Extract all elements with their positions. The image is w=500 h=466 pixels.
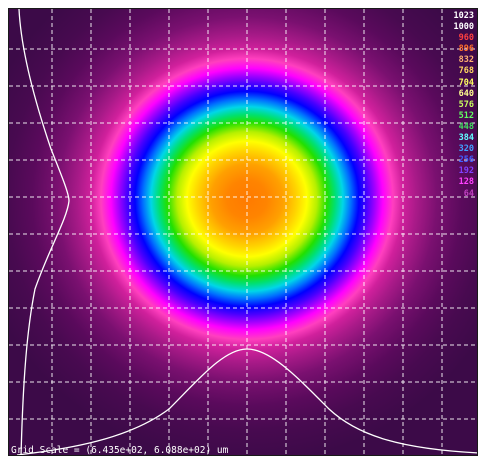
legend-entry: 448: [458, 121, 474, 132]
legend-entry: 576: [458, 99, 474, 110]
legend-entry: 128: [458, 177, 474, 188]
grid-overlay: [9, 9, 477, 455]
legend-entry: 512: [458, 110, 474, 121]
legend-entry: 1000: [453, 22, 474, 33]
intensity-legend: 1023 1000 960 896 832 768 704 640 576 51…: [444, 11, 474, 200]
legend-entry: 256: [458, 155, 474, 166]
legend-entry: 832: [458, 55, 474, 66]
beam-intensity-image: 1023 1000 960 896 832 768 704 640 576 51…: [8, 8, 478, 456]
legend-entry: 64: [463, 188, 474, 199]
profile-overlay: [16, 9, 477, 455]
legend-entry: 960: [458, 33, 474, 44]
horizontal-profile-curve: [16, 348, 477, 455]
legend-entry: 192: [458, 166, 474, 177]
legend-entry: 320: [458, 144, 474, 155]
legend-entry: 768: [458, 66, 474, 77]
legend-entry: 384: [458, 133, 474, 144]
grid-scale-caption: Grid Scale = (6.435e+02, 6.088e+02) um: [11, 445, 229, 456]
legend-entry: 1023: [453, 11, 474, 21]
legend-entry: 640: [458, 88, 474, 99]
vertical-profile-curve: [18, 9, 70, 455]
legend-entry: 704: [458, 77, 474, 88]
legend-entry: 896: [458, 44, 474, 55]
